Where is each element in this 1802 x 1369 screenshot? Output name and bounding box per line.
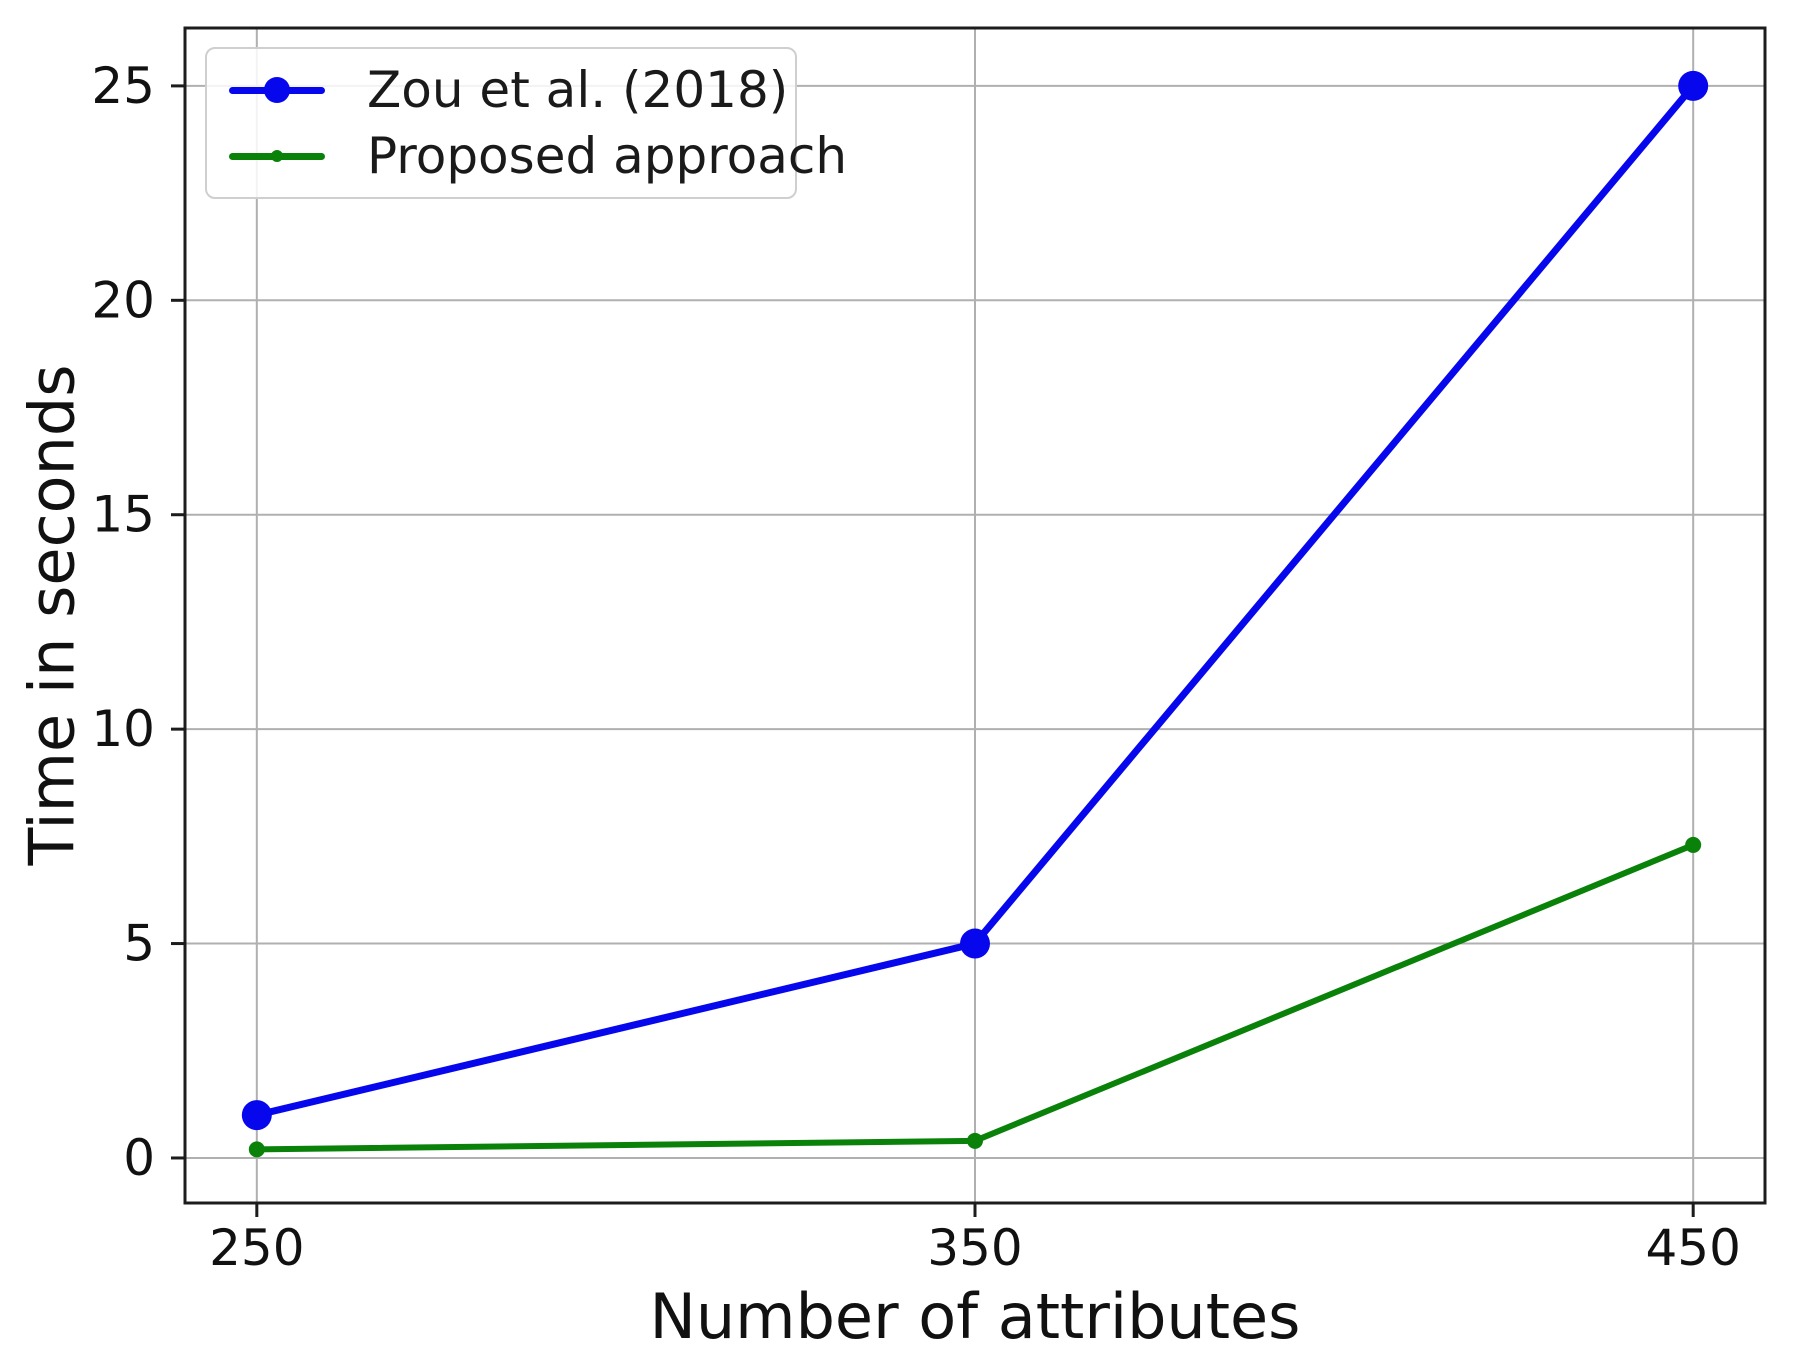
y-tick-label: 25: [91, 57, 155, 115]
data-point: [960, 928, 990, 959]
x-tick-label: 450: [1645, 1219, 1740, 1277]
legend-marker-dot-green: [271, 150, 283, 162]
y-axis-label: Time in seconds: [15, 364, 89, 866]
legend-item-proposed: Proposed approach: [229, 127, 847, 185]
legend-line-sample-blue: [229, 77, 325, 103]
y-tick-label: 5: [123, 915, 155, 973]
legend-label: Zou et al. (2018): [367, 61, 789, 119]
x-tick-label: 350: [927, 1219, 1022, 1277]
data-point: [248, 1141, 265, 1158]
data-point: [1685, 836, 1702, 853]
y-tick-label: 15: [91, 486, 155, 544]
x-tick-label: 250: [209, 1219, 304, 1277]
y-tick-label: 10: [91, 700, 155, 758]
legend-item-zou: Zou et al. (2018): [229, 61, 788, 119]
legend-label: Proposed approach: [367, 127, 848, 185]
data-point: [241, 1100, 272, 1131]
legend-line-sample-green: [229, 150, 325, 162]
legend: Zou et al. (2018) Proposed approach: [205, 47, 847, 199]
legend-marker-dot-blue: [264, 77, 290, 103]
y-tick-label: 20: [91, 271, 155, 329]
y-tick-label: 0: [123, 1129, 155, 1187]
data-point: [1678, 70, 1709, 101]
data-point: [967, 1132, 983, 1149]
x-axis-label: Number of attributes: [649, 1280, 1301, 1353]
